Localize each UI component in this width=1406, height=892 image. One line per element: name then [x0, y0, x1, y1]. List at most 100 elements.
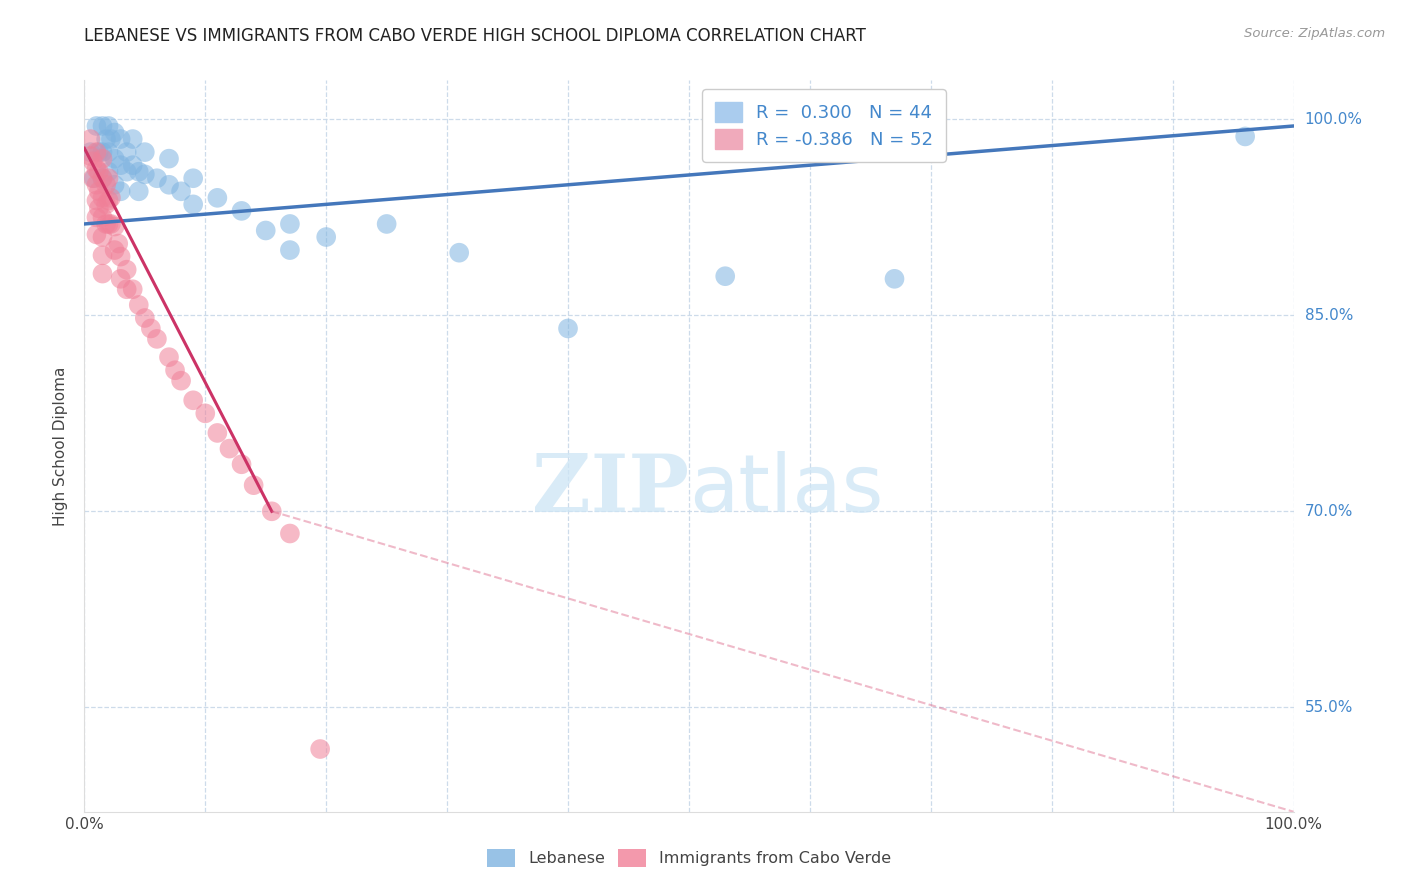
Point [94, 217, 117, 231]
Point [121, 282, 143, 296]
Point [115, 282, 138, 296]
Legend: Lebanese, Immigrants from Cabo Verde: Lebanese, Immigrants from Cabo Verde [479, 843, 898, 873]
Point [97, 217, 120, 231]
Point [128, 184, 150, 198]
Point [110, 184, 132, 198]
Point [86, 119, 108, 133]
Text: 85.0%: 85.0% [1305, 308, 1353, 323]
Point [128, 298, 150, 312]
Point [181, 171, 204, 186]
Point [278, 526, 301, 541]
Point [86, 145, 108, 160]
Point [104, 178, 127, 192]
Point [97, 145, 120, 160]
Text: ZIP: ZIP [531, 450, 689, 529]
Point [115, 262, 138, 277]
Point [91, 145, 114, 160]
Point [883, 272, 905, 286]
Point [181, 393, 204, 408]
Text: LEBANESE VS IMMIGRANTS FROM CABO VERDE HIGH SCHOOL DIPLOMA CORRELATION CHART: LEBANESE VS IMMIGRANTS FROM CABO VERDE H… [84, 27, 866, 45]
Point [94, 197, 117, 211]
Point [82, 154, 104, 169]
Point [97, 194, 120, 208]
Point [218, 442, 240, 456]
Text: 70.0%: 70.0% [1305, 504, 1353, 519]
Point [100, 132, 122, 146]
Text: 55.0%: 55.0% [1305, 699, 1353, 714]
Point [107, 236, 129, 251]
Point [231, 203, 253, 218]
Point [128, 165, 150, 179]
Point [139, 321, 162, 335]
Point [194, 406, 217, 420]
Point [134, 167, 156, 181]
Point [79, 149, 101, 163]
Point [91, 267, 114, 281]
Point [86, 227, 108, 242]
Point [97, 171, 120, 186]
Point [100, 217, 122, 231]
Point [87, 145, 110, 160]
Point [86, 178, 108, 192]
Point [375, 217, 398, 231]
Point [115, 145, 138, 160]
Text: atlas: atlas [689, 450, 883, 529]
Point [146, 171, 169, 186]
Point [79, 132, 101, 146]
Point [449, 245, 471, 260]
Point [714, 269, 737, 284]
Point [91, 152, 114, 166]
Point [242, 478, 264, 492]
Text: 100.0%: 100.0% [1305, 112, 1362, 127]
Point [87, 165, 110, 179]
Point [157, 152, 180, 166]
Point [91, 171, 114, 186]
Point [170, 184, 193, 198]
Point [94, 178, 117, 192]
Point [207, 425, 229, 440]
Point [134, 145, 156, 160]
Point [87, 202, 110, 216]
Point [86, 194, 108, 208]
Point [104, 219, 127, 234]
Point [94, 132, 117, 146]
Point [231, 458, 253, 472]
Point [91, 191, 114, 205]
Point [104, 152, 127, 166]
Point [91, 248, 114, 262]
Point [1234, 129, 1257, 144]
Point [260, 504, 283, 518]
Point [254, 223, 277, 237]
Point [91, 211, 114, 225]
Point [207, 191, 229, 205]
Point [315, 230, 337, 244]
Point [121, 132, 143, 146]
Point [100, 191, 122, 205]
Point [79, 145, 101, 160]
Point [557, 321, 579, 335]
Point [97, 165, 120, 179]
Point [309, 742, 332, 756]
Point [146, 332, 169, 346]
Point [83, 171, 105, 186]
Text: Source: ZipAtlas.com: Source: ZipAtlas.com [1244, 27, 1385, 40]
Point [86, 162, 108, 177]
Point [104, 243, 127, 257]
Point [181, 197, 204, 211]
Point [97, 119, 120, 133]
Point [278, 243, 301, 257]
Point [157, 178, 180, 192]
Point [104, 126, 127, 140]
Point [115, 165, 138, 179]
Point [134, 311, 156, 326]
Point [110, 158, 132, 172]
Point [163, 363, 186, 377]
Point [110, 250, 132, 264]
Point [87, 184, 110, 198]
Point [170, 374, 193, 388]
Point [110, 132, 132, 146]
Point [91, 171, 114, 186]
Y-axis label: High School Diploma: High School Diploma [53, 367, 69, 525]
Point [110, 272, 132, 286]
Point [91, 119, 114, 133]
